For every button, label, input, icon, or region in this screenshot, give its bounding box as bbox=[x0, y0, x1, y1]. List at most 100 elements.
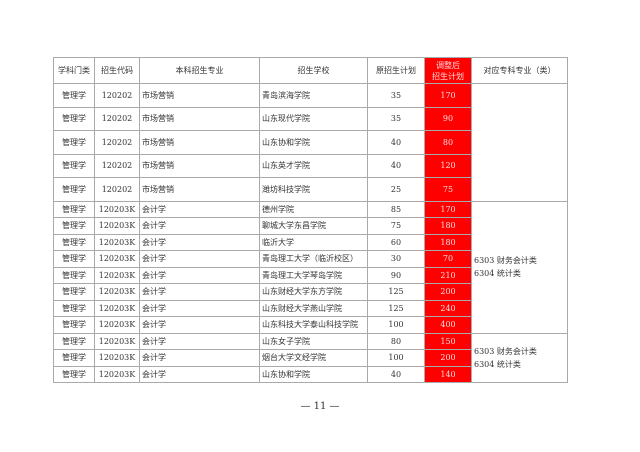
adjusted-plan-cell: 180 bbox=[424, 233, 472, 251]
major-cell: 市场营销 bbox=[139, 177, 260, 202]
code-cell: 120203K bbox=[94, 299, 140, 317]
major-cell: 会计学 bbox=[139, 233, 260, 251]
adjusted-plan-cell: 200 bbox=[424, 283, 472, 301]
discipline-cell: 管理学 bbox=[53, 365, 95, 383]
code-cell: 120203K bbox=[94, 200, 140, 218]
school-cell: 山东女子学院 bbox=[259, 332, 368, 350]
major-cell: 市场营销 bbox=[139, 130, 260, 155]
code-cell: 120203K bbox=[94, 217, 140, 235]
discipline-cell: 管理学 bbox=[53, 106, 95, 131]
original-plan-cell: 85 bbox=[367, 200, 425, 218]
code-cell: 120203K bbox=[94, 233, 140, 251]
original-plan-cell: 35 bbox=[367, 106, 425, 131]
vocational-major-cell: 6303 财务会计类 6304 统计类 bbox=[471, 200, 568, 334]
discipline-cell: 管理学 bbox=[53, 250, 95, 268]
adjusted-plan-cell: 90 bbox=[424, 106, 472, 131]
major-cell: 会计学 bbox=[139, 299, 260, 317]
table-row: 管理学 120202 市场营销 青岛滨海学院 35 170 bbox=[53, 83, 568, 202]
table-row: 管理学 120203K 会计学 山东女子学院 80 150 6303 财务会计类 6304 统… bbox=[53, 332, 568, 383]
header-major: 本科招生专业 bbox=[139, 57, 260, 84]
code-cell: 120203K bbox=[94, 365, 140, 383]
code-cell: 120202 bbox=[94, 106, 140, 131]
header-original-plan: 原招生计划 bbox=[367, 57, 425, 84]
discipline-cell: 管理学 bbox=[53, 266, 95, 284]
header-vocational-major: 对应专科专业（类） bbox=[471, 57, 568, 84]
adjusted-plan-cell: 210 bbox=[424, 266, 472, 284]
header-adjusted-line1: 调整后 bbox=[436, 60, 460, 70]
adjusted-plan-cell: 170 bbox=[424, 83, 472, 108]
header-code: 招生代码 bbox=[94, 57, 140, 84]
adjusted-plan-cell: 180 bbox=[424, 217, 472, 235]
table-row: 管理学 120202 市场营销 潍坊科技学院 25 75 bbox=[53, 177, 568, 202]
header-adjusted-line2: 招生计划 bbox=[432, 71, 464, 81]
code-cell: 120203K bbox=[94, 250, 140, 268]
vocational-major-cell bbox=[471, 83, 568, 202]
code-cell: 120203K bbox=[94, 332, 140, 350]
school-cell: 山东协和学院 bbox=[259, 365, 368, 383]
school-cell: 山东英才学院 bbox=[259, 153, 368, 178]
major-cell: 市场营销 bbox=[139, 106, 260, 131]
adjusted-plan-cell: 150 bbox=[424, 332, 472, 350]
school-cell: 山东现代学院 bbox=[259, 106, 368, 131]
original-plan-cell: 100 bbox=[367, 349, 425, 367]
vocational-major-cell: 6303 财务会计类 6304 统计类 bbox=[471, 332, 568, 383]
school-cell: 聊城大学东昌学院 bbox=[259, 217, 368, 235]
school-cell: 潍坊科技学院 bbox=[259, 177, 368, 202]
code-cell: 120202 bbox=[94, 83, 140, 108]
major-cell: 会计学 bbox=[139, 332, 260, 350]
school-cell: 青岛理工大学琴岛学院 bbox=[259, 266, 368, 284]
school-cell: 德州学院 bbox=[259, 200, 368, 218]
school-cell: 山东财经大学燕山学院 bbox=[259, 299, 368, 317]
original-plan-cell: 100 bbox=[367, 316, 425, 334]
original-plan-cell: 80 bbox=[367, 332, 425, 350]
adjusted-plan-cell: 140 bbox=[424, 365, 472, 383]
major-cell: 会计学 bbox=[139, 365, 260, 383]
code-cell: 120202 bbox=[94, 130, 140, 155]
major-cell: 会计学 bbox=[139, 349, 260, 367]
major-cell: 市场营销 bbox=[139, 153, 260, 178]
table-row: 管理学 120202 市场营销 山东协和学院 40 80 bbox=[53, 130, 568, 155]
major-cell: 市场营销 bbox=[139, 83, 260, 108]
original-plan-cell: 75 bbox=[367, 217, 425, 235]
original-plan-cell: 30 bbox=[367, 250, 425, 268]
school-cell: 山东科技大学泰山科技学院 bbox=[259, 316, 368, 334]
discipline-cell: 管理学 bbox=[53, 299, 95, 317]
vocational-line: 6304 统计类 bbox=[474, 359, 521, 369]
table-row: 管理学 120203K 会计学 山东财经大学燕山学院 125 240 bbox=[53, 299, 568, 317]
major-cell: 会计学 bbox=[139, 217, 260, 235]
table-row: 管理学 120203K 会计学 青岛理工大学琴岛学院 90 210 bbox=[53, 266, 568, 284]
header-adjusted-plan: 调整后 招生计划 bbox=[424, 57, 472, 84]
table-row: 管理学 120203K 会计学 青岛理工大学（临沂校区） 30 70 bbox=[53, 250, 568, 268]
original-plan-cell: 40 bbox=[367, 153, 425, 178]
code-cell: 120203K bbox=[94, 283, 140, 301]
discipline-cell: 管理学 bbox=[53, 349, 95, 367]
major-cell: 会计学 bbox=[139, 316, 260, 334]
table-row: 管理学 120203K 会计学 山东协和学院 40 140 bbox=[53, 365, 568, 383]
original-plan-cell: 40 bbox=[367, 130, 425, 155]
vocational-line: 6304 统计类 bbox=[474, 269, 521, 278]
header-school: 招生学校 bbox=[259, 57, 368, 84]
original-plan-cell: 60 bbox=[367, 233, 425, 251]
discipline-cell: 管理学 bbox=[53, 283, 95, 301]
discipline-cell: 管理学 bbox=[53, 217, 95, 235]
major-cell: 会计学 bbox=[139, 250, 260, 268]
original-plan-cell: 90 bbox=[367, 266, 425, 284]
discipline-cell: 管理学 bbox=[53, 200, 95, 218]
school-cell: 烟台大学文经学院 bbox=[259, 349, 368, 367]
adjusted-plan-cell: 240 bbox=[424, 299, 472, 317]
table-row: 管理学 120203K 会计学 烟台大学文经学院 100 200 bbox=[53, 349, 568, 367]
header-discipline: 学科门类 bbox=[53, 57, 95, 84]
original-plan-cell: 125 bbox=[367, 283, 425, 301]
adjusted-plan-cell: 120 bbox=[424, 153, 472, 178]
vocational-line: 6303 财务会计类 bbox=[474, 346, 537, 356]
school-cell: 青岛理工大学（临沂校区） bbox=[259, 250, 368, 268]
adjusted-plan-cell: 170 bbox=[424, 200, 472, 218]
major-cell: 会计学 bbox=[139, 266, 260, 284]
school-cell: 临沂大学 bbox=[259, 233, 368, 251]
discipline-cell: 管理学 bbox=[53, 83, 95, 108]
adjusted-plan-cell: 200 bbox=[424, 349, 472, 367]
major-cell: 会计学 bbox=[139, 200, 260, 218]
adjusted-plan-cell: 75 bbox=[424, 177, 472, 202]
school-cell: 山东协和学院 bbox=[259, 130, 368, 155]
original-plan-cell: 125 bbox=[367, 299, 425, 317]
